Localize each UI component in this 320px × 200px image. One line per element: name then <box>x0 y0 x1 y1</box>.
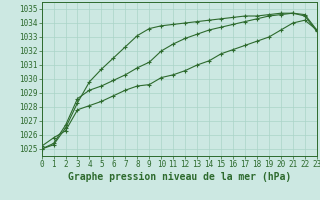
X-axis label: Graphe pression niveau de la mer (hPa): Graphe pression niveau de la mer (hPa) <box>68 172 291 182</box>
